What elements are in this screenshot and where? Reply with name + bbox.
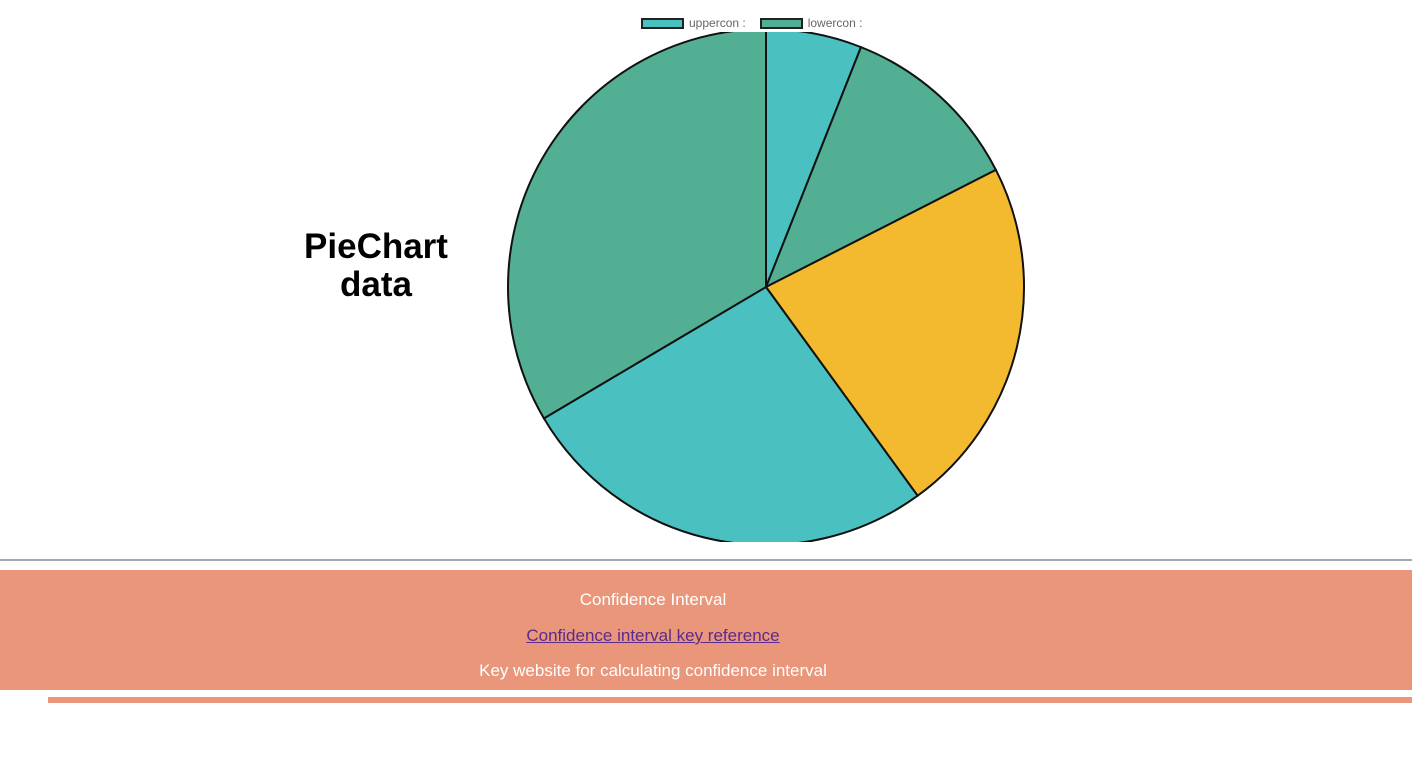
chart-title: PieChart data — [304, 227, 448, 304]
pie-slice-4[interactable] — [542, 285, 920, 542]
pie-slice-2[interactable] — [764, 45, 998, 290]
chart-legend: uppercon : lowercon : — [641, 15, 876, 31]
legend-label-lowercon: lowercon : — [807, 16, 863, 30]
pie-chart — [507, 32, 1025, 542]
pie-slice-5[interactable] — [507, 32, 767, 420]
footer-heading: Confidence Interval — [579, 590, 727, 609]
divider — [0, 559, 1412, 561]
footer-link-row: Confidence interval key reference — [0, 626, 1306, 646]
footer-description: Key website for calculating confidence i… — [479, 661, 827, 680]
pie-slice-3[interactable] — [764, 168, 1025, 498]
legend-label-uppercon: uppercon : — [689, 16, 746, 30]
legend-swatch-uppercon — [641, 17, 684, 29]
legend-swatch-lowercon — [759, 17, 803, 29]
legend-item-uppercon[interactable]: uppercon : — [641, 16, 746, 30]
legend-item-lowercon[interactable]: lowercon : — [759, 16, 863, 30]
footer-bar — [48, 697, 1412, 703]
confidence-interval-link[interactable]: Confidence interval key reference — [526, 626, 780, 645]
footer: Confidence Interval Confidence interval … — [0, 570, 1412, 690]
